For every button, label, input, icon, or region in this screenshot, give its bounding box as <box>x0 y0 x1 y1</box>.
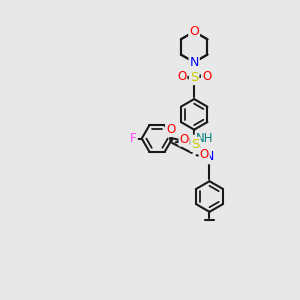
Text: S: S <box>190 71 198 84</box>
Text: O: O <box>179 133 189 146</box>
Text: O: O <box>177 70 186 83</box>
Text: NH: NH <box>196 132 213 145</box>
Text: S: S <box>191 138 200 151</box>
Text: O: O <box>189 25 199 38</box>
Text: O: O <box>202 70 211 83</box>
Text: O: O <box>166 123 175 136</box>
Text: N: N <box>190 56 199 69</box>
Text: F: F <box>130 132 137 145</box>
Text: N: N <box>205 150 214 163</box>
Text: O: O <box>200 148 209 161</box>
